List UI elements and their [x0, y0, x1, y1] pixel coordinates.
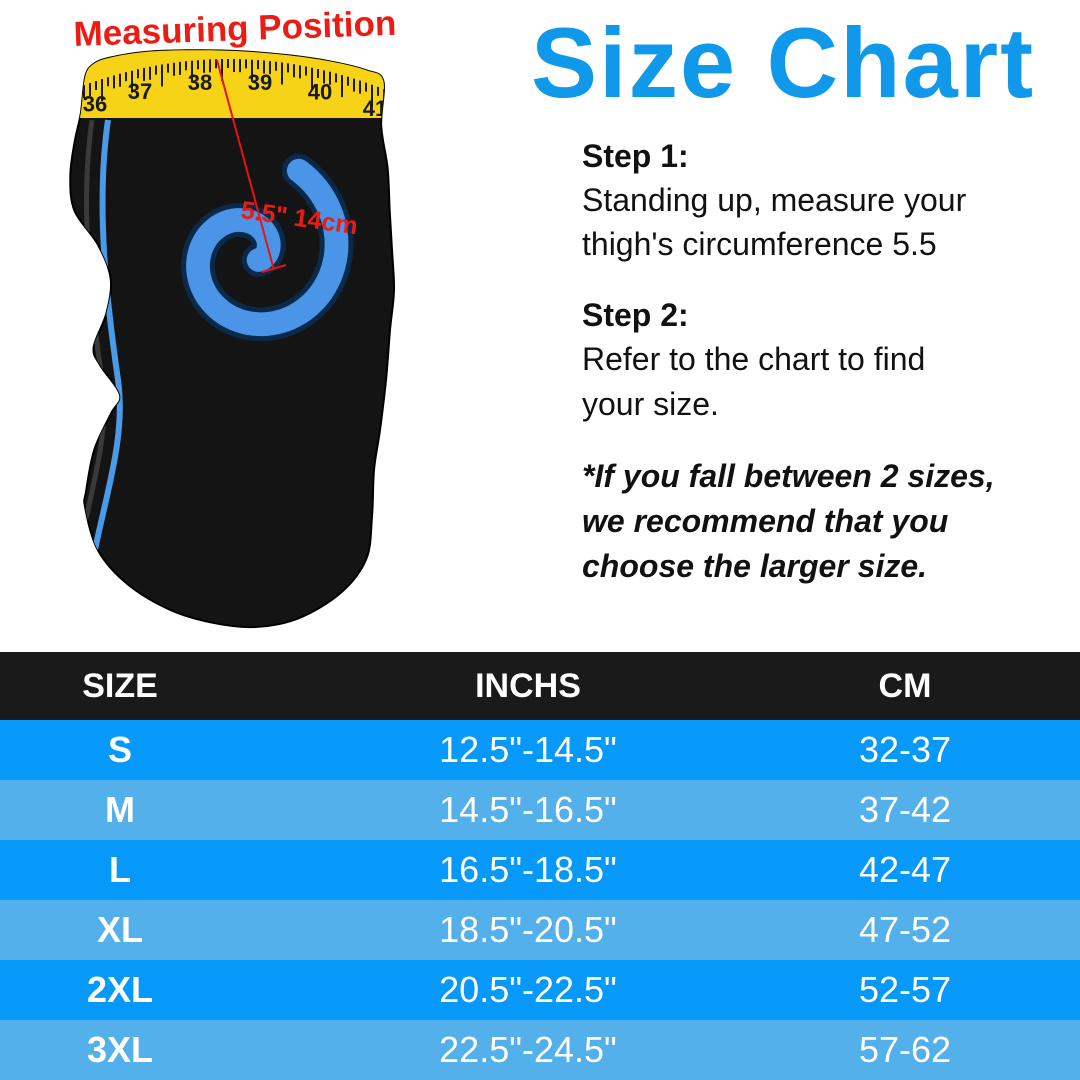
svg-text:37: 37 — [128, 79, 152, 104]
svg-text:40: 40 — [308, 79, 332, 104]
svg-text:36: 36 — [83, 91, 107, 116]
svg-text:39: 39 — [248, 70, 272, 95]
svg-text:38: 38 — [188, 70, 212, 95]
svg-text:Measuring Position: Measuring Position — [73, 4, 397, 54]
